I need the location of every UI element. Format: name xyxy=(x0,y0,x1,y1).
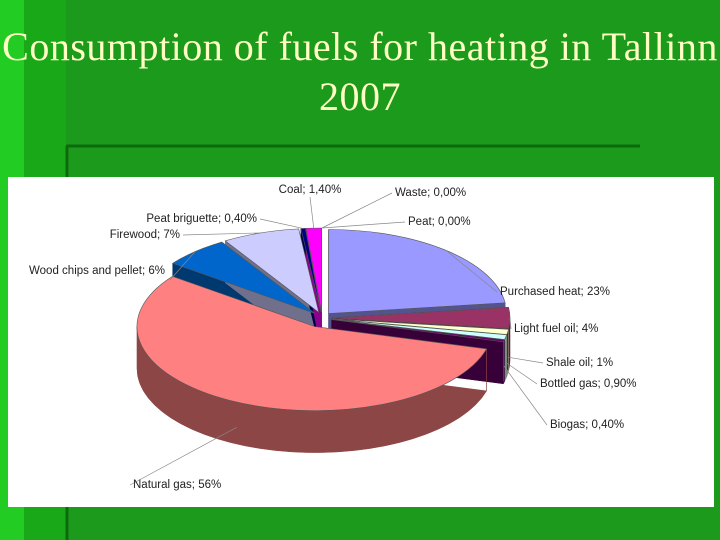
data-label: Natural gas; 56% xyxy=(133,479,221,491)
data-label: Waste; 0,00% xyxy=(395,187,466,199)
data-label: Purchased heat; 23% xyxy=(500,286,610,298)
slice-tops xyxy=(136,227,511,411)
slice xyxy=(224,228,320,314)
leader-line xyxy=(321,192,393,229)
leader-line xyxy=(507,356,544,364)
leader-line xyxy=(503,365,548,426)
leader-line xyxy=(446,250,498,293)
slice xyxy=(305,227,322,313)
leader-line xyxy=(505,362,538,385)
leader-line xyxy=(129,426,237,486)
slice xyxy=(331,307,511,329)
leader-line xyxy=(169,251,196,281)
data-label: Light fuel oil; 4% xyxy=(514,323,598,335)
leader-line xyxy=(309,196,315,229)
data-label: Biogas; 0,40% xyxy=(550,419,624,431)
leader-line xyxy=(259,218,304,229)
slice xyxy=(171,241,316,314)
slice xyxy=(331,318,509,335)
leader-line xyxy=(321,221,406,229)
leader-line xyxy=(509,317,512,330)
leader-line xyxy=(182,232,261,236)
chart-title: Consumption of fuels for heating in Tall… xyxy=(2,24,718,119)
slice xyxy=(331,319,505,343)
slice xyxy=(136,276,488,411)
data-label-box: Wood chips and pellet; 6% xyxy=(29,265,165,277)
data-labels: Purchased heat; 23% Light fuel oil; 4% Sha… xyxy=(29,184,637,491)
data-label: Peat briguette; 0,40% xyxy=(146,213,257,225)
data-label: Coal; 1,40% xyxy=(279,184,342,196)
data-label: Firewood; 7% xyxy=(110,229,180,241)
data-label: Bottled gas; 0,90% xyxy=(540,378,637,390)
data-label: Shale oil; 1% xyxy=(546,357,613,369)
data-label: Peat; 0,00% xyxy=(408,216,471,228)
data-label: Wood chips and pellet; 6% xyxy=(29,265,165,277)
